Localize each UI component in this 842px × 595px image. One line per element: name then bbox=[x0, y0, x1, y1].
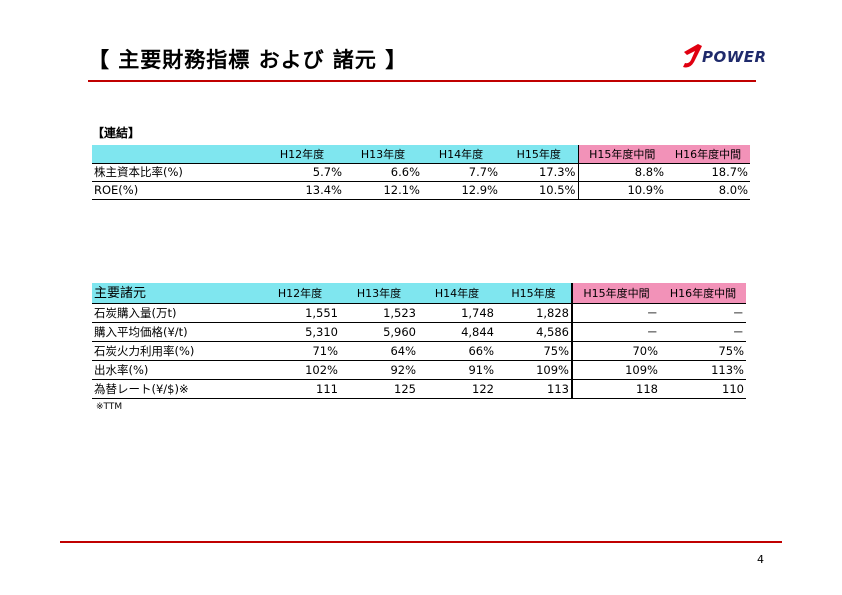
table-cell: 66% bbox=[418, 341, 496, 361]
column-header: H15年度中間 bbox=[572, 283, 660, 304]
consolidated-table: H12年度 H13年度 H14年度 H15年度 H15年度中間 H16年度中間 … bbox=[92, 145, 750, 200]
table-cell: 17.3% bbox=[500, 163, 579, 182]
table-row: 石炭火力利用率(%) 71% 64% 66% 75% 70% 75% bbox=[92, 341, 746, 361]
column-header: H16年度中間 bbox=[666, 145, 750, 164]
table-cell: 1,523 bbox=[340, 303, 418, 323]
table-cell: 92% bbox=[340, 360, 418, 380]
table-cell: 6.6% bbox=[344, 163, 422, 182]
table-cell: 75% bbox=[496, 341, 573, 361]
table-cell: － bbox=[572, 303, 660, 323]
row-label: 出水率(%) bbox=[92, 360, 260, 380]
table-cell: － bbox=[572, 322, 660, 342]
row-label: 石炭購入量(万t) bbox=[92, 303, 260, 323]
column-header: H15年度 bbox=[500, 145, 579, 164]
table-cell: 13.4% bbox=[260, 181, 344, 200]
table-cell: 125 bbox=[340, 379, 418, 399]
table-cell: 71% bbox=[260, 341, 340, 361]
table-row: 購入平均価格(¥/t) 5,310 5,960 4,844 4,586 － － bbox=[92, 322, 746, 342]
table-cell: 118 bbox=[572, 379, 660, 399]
column-header: H13年度 bbox=[340, 283, 418, 304]
table-cell: 1,828 bbox=[496, 303, 573, 323]
table-cell: 91% bbox=[418, 360, 496, 380]
row-label: 石炭火力利用率(%) bbox=[92, 341, 260, 361]
table-cell: 5,310 bbox=[260, 322, 340, 342]
title-rule bbox=[88, 80, 756, 82]
logo-text: POWER bbox=[702, 48, 767, 66]
table-cell: 64% bbox=[340, 341, 418, 361]
table-cell: 4,586 bbox=[496, 322, 573, 342]
page-number: 4 bbox=[757, 553, 764, 566]
table-cell: 70% bbox=[572, 341, 660, 361]
column-header: H12年度 bbox=[260, 283, 340, 304]
header-blank bbox=[92, 145, 260, 164]
table-cell: 102% bbox=[260, 360, 340, 380]
table-cell: 12.1% bbox=[344, 181, 422, 200]
table-cell: 110 bbox=[660, 379, 746, 399]
table-cell: 12.9% bbox=[422, 181, 500, 200]
table-cell: 109% bbox=[572, 360, 660, 380]
table-cell: 10.9% bbox=[578, 181, 666, 200]
company-logo: POWER bbox=[680, 38, 780, 72]
table-cell: 8.8% bbox=[578, 163, 666, 182]
table-cell: 18.7% bbox=[666, 163, 750, 182]
table-header-row: 主要諸元 H12年度 H13年度 H14年度 H15年度 H15年度中間 H16… bbox=[92, 283, 746, 304]
table-cell: 5.7% bbox=[260, 163, 344, 182]
row-label: ROE(%) bbox=[92, 181, 260, 200]
column-header: H14年度 bbox=[418, 283, 496, 304]
table-header-row: H12年度 H13年度 H14年度 H15年度 H15年度中間 H16年度中間 bbox=[92, 145, 750, 164]
consolidated-label: 【連結】 bbox=[92, 126, 141, 140]
table-cell: 122 bbox=[418, 379, 496, 399]
table-cell: 109% bbox=[496, 360, 573, 380]
table-cell: 113 bbox=[496, 379, 573, 399]
row-label: 購入平均価格(¥/t) bbox=[92, 322, 260, 342]
table-row: 石炭購入量(万t) 1,551 1,523 1,748 1,828 － － bbox=[92, 303, 746, 323]
table-cell: 7.7% bbox=[422, 163, 500, 182]
row-label: 株主資本比率(%) bbox=[92, 163, 260, 182]
table-cell: － bbox=[660, 322, 746, 342]
table-cell: 8.0% bbox=[666, 181, 750, 200]
table-cell: 113% bbox=[660, 360, 746, 380]
table-cell: 5,960 bbox=[340, 322, 418, 342]
table-cell: － bbox=[660, 303, 746, 323]
column-header: H15年度中間 bbox=[577, 145, 666, 164]
table-cell: 1,748 bbox=[418, 303, 496, 323]
table-row: 株主資本比率(%) 5.7% 6.6% 7.7% 17.3% 8.8% 18.7… bbox=[92, 163, 750, 182]
row-label: 為替レート(¥/$)※ bbox=[92, 379, 260, 399]
table-cell: 1,551 bbox=[260, 303, 340, 323]
footer-rule bbox=[60, 541, 782, 543]
j-power-logo-icon bbox=[683, 44, 702, 68]
column-header: H15年度 bbox=[496, 283, 573, 304]
table-row: 為替レート(¥/$)※ 111 125 122 113 118 110 bbox=[92, 379, 746, 399]
table-cell: 4,844 bbox=[418, 322, 496, 342]
table-cell: 10.5% bbox=[500, 181, 579, 200]
column-header: H12年度 bbox=[260, 145, 344, 164]
footnote: ※TTM bbox=[96, 402, 123, 412]
specs-table: 主要諸元 H12年度 H13年度 H14年度 H15年度 H15年度中間 H16… bbox=[92, 283, 746, 399]
table-cell: 111 bbox=[260, 379, 340, 399]
page-title: 【 主要財務指標 および 諸元 】 bbox=[88, 48, 408, 72]
specs-label: 主要諸元 bbox=[92, 283, 260, 304]
column-header: H16年度中間 bbox=[660, 283, 746, 304]
table-row: ROE(%) 13.4% 12.1% 12.9% 10.5% 10.9% 8.0… bbox=[92, 181, 750, 200]
table-row: 出水率(%) 102% 92% 91% 109% 109% 113% bbox=[92, 360, 746, 380]
table-cell: 75% bbox=[660, 341, 746, 361]
column-header: H14年度 bbox=[422, 145, 500, 164]
column-header: H13年度 bbox=[344, 145, 422, 164]
